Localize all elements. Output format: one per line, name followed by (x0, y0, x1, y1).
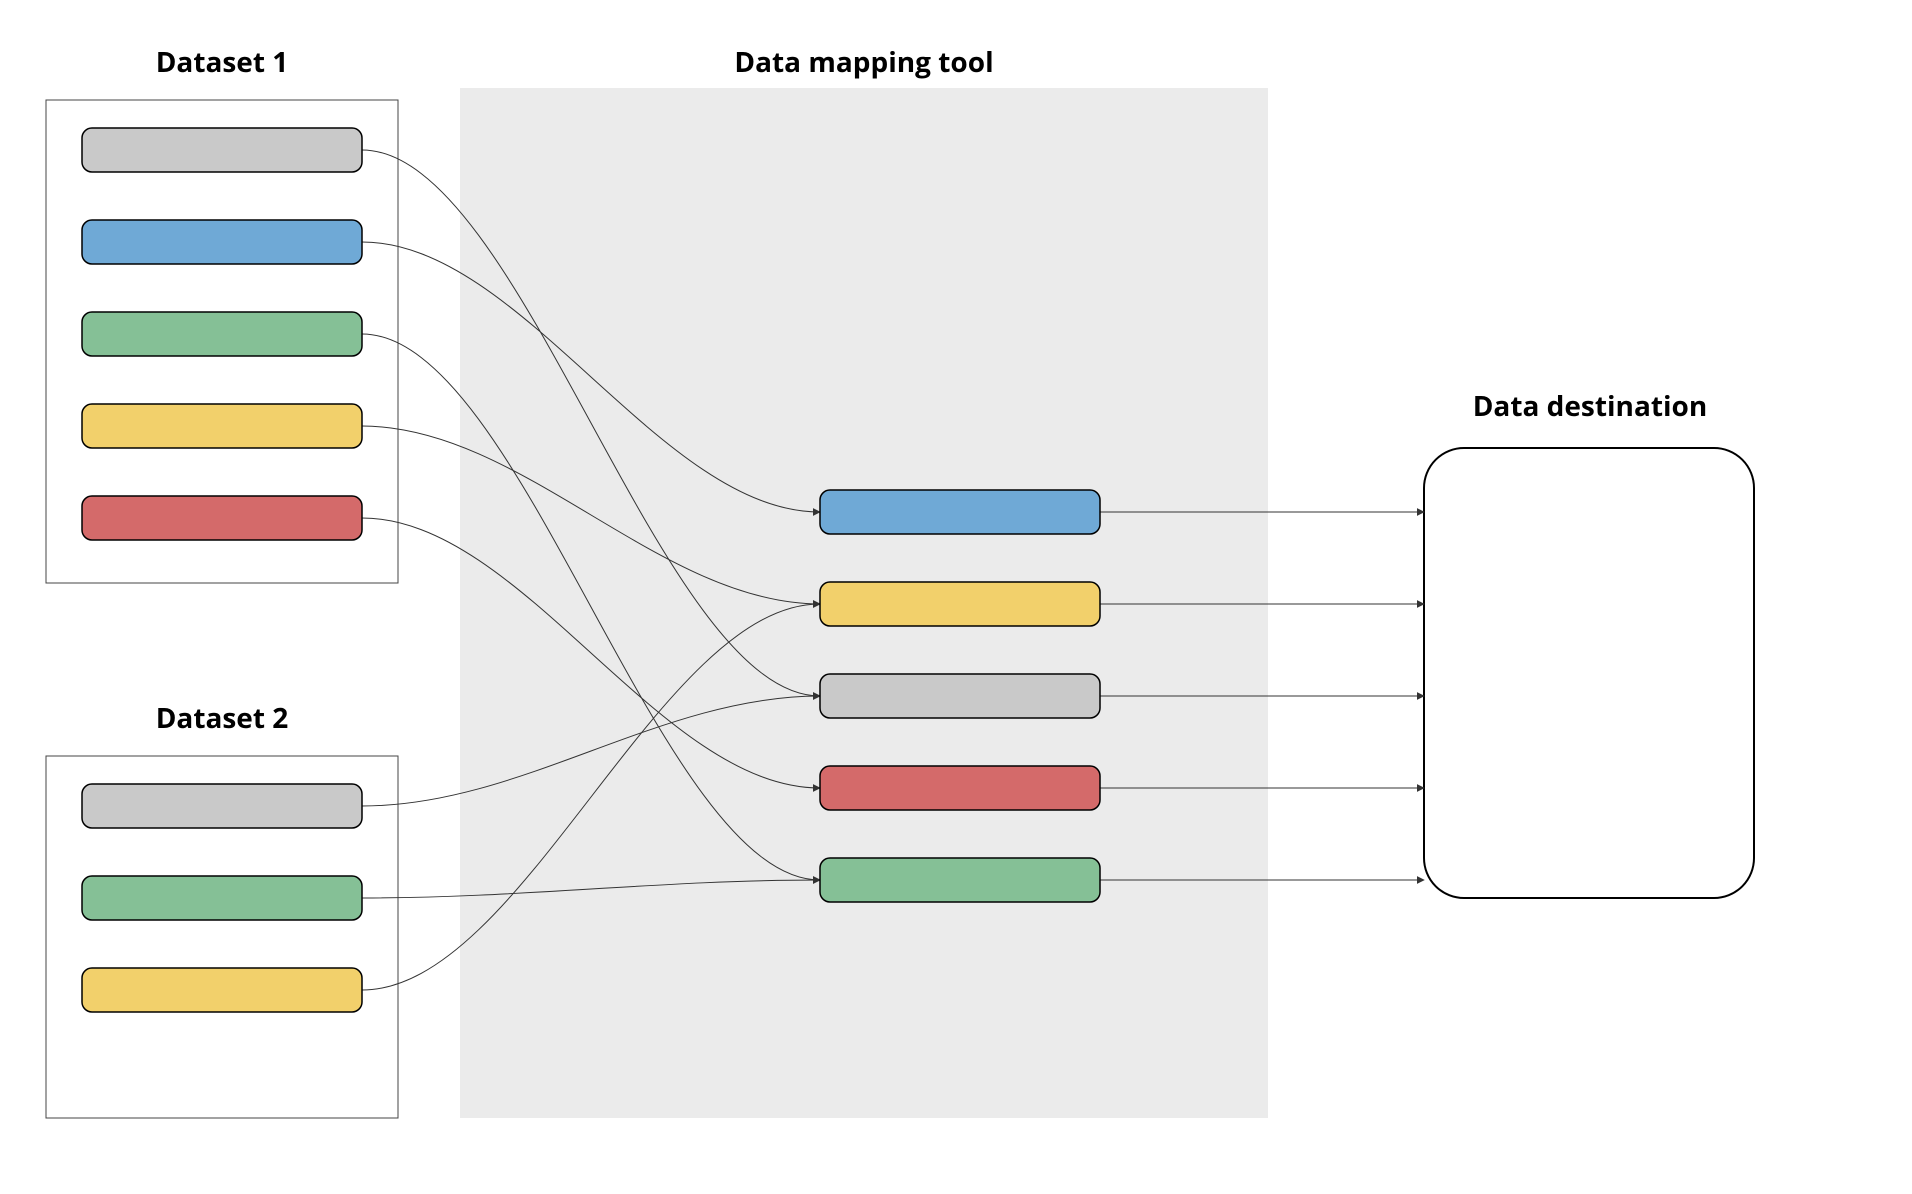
field-d2-yellow (82, 968, 362, 1012)
field-m-yellow (820, 582, 1100, 626)
destination-box (1424, 448, 1754, 898)
field-d1-grey (82, 128, 362, 172)
field-m-blue (820, 490, 1100, 534)
label-dataset1: Dataset 1 (156, 43, 289, 81)
field-d1-blue (82, 220, 362, 264)
field-m-green (820, 858, 1100, 902)
field-d1-green (82, 312, 362, 356)
label-destination: Data destination (1473, 387, 1708, 425)
label-tool: Data mapping tool (734, 43, 993, 81)
field-d2-green (82, 876, 362, 920)
label-dataset2: Dataset 2 (156, 699, 289, 737)
field-m-red (820, 766, 1100, 810)
field-d2-grey (82, 784, 362, 828)
field-m-grey (820, 674, 1100, 718)
field-d1-red (82, 496, 362, 540)
data-mapping-diagram: Dataset 1 Dataset 2 Data mapping tool Data … (0, 0, 1912, 1194)
field-d1-yellow (82, 404, 362, 448)
